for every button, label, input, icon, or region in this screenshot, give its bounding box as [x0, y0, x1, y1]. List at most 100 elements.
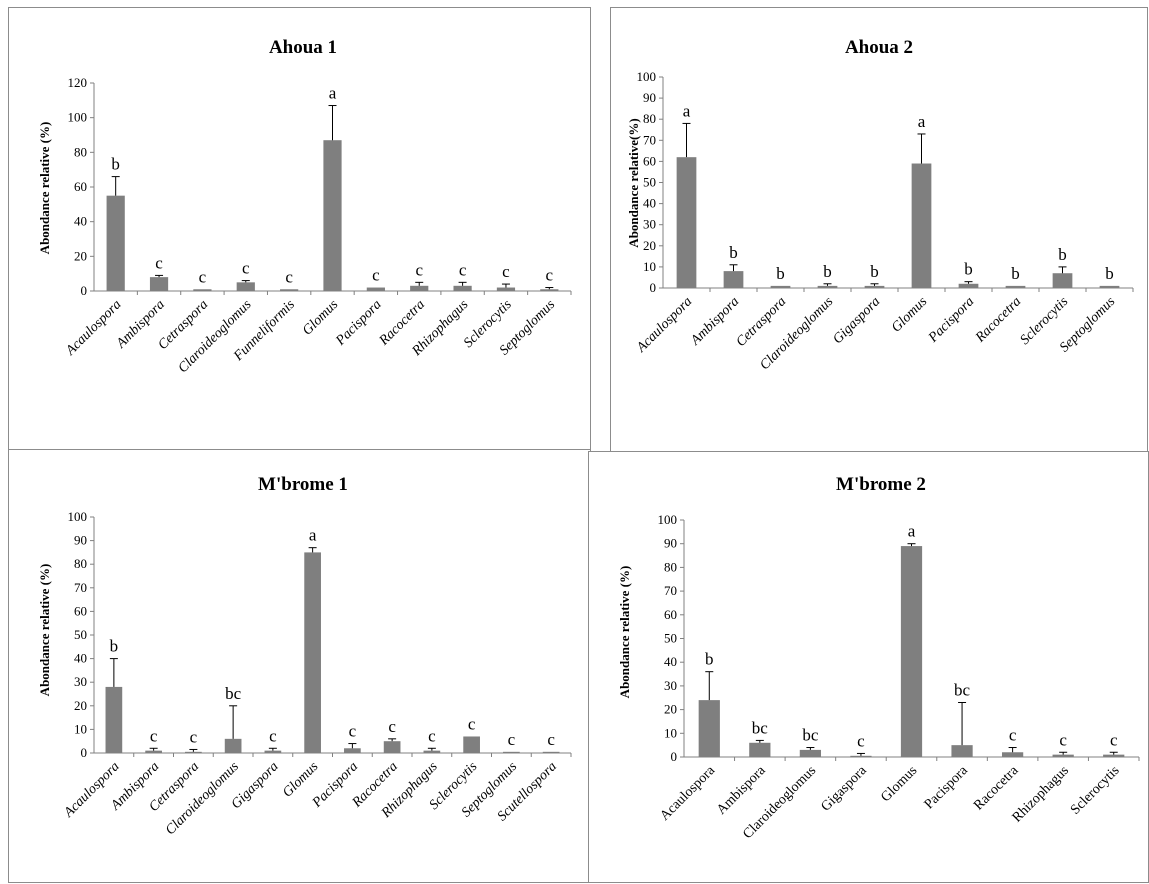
category-label: Glomus	[878, 763, 920, 805]
bar-gigaspora	[264, 750, 282, 753]
y-axis-label: Abondance relative (%)	[617, 566, 632, 699]
y-tick-label: 40	[74, 214, 87, 229]
significance-letter: b	[1105, 264, 1114, 283]
y-tick-label: 10	[74, 721, 87, 736]
significance-letter: c	[242, 259, 250, 278]
bar-glomus	[900, 546, 923, 757]
significance-letter: b	[729, 243, 738, 262]
y-tick-label: 80	[643, 111, 656, 126]
y-tick-label: 30	[74, 674, 87, 689]
significance-letter: c	[415, 260, 423, 279]
y-axis-label: Abondance relative(%)	[626, 118, 641, 247]
y-tick-label: 0	[671, 749, 678, 764]
chart-title: M'brome 2	[836, 474, 926, 495]
y-tick-label: 50	[664, 631, 677, 646]
category-label: Acaulospora	[63, 297, 125, 359]
significance-letter: a	[309, 526, 317, 545]
category-label: Gigaspora	[818, 763, 870, 815]
category-label: Glomus	[889, 294, 931, 336]
y-tick-label: 0	[81, 745, 88, 760]
significance-letter: b	[705, 650, 714, 669]
bar-rhizophagus	[1052, 754, 1074, 757]
significance-letter: c	[285, 267, 293, 286]
y-tick-label: 60	[74, 603, 87, 618]
significance-letter: a	[908, 522, 916, 541]
bar-cetraspora	[185, 751, 202, 753]
bar-sclerocytis	[496, 287, 516, 291]
chart-panel-mbrome-2: M'brome 2 Abondance relative (%) 0 10 20 30…	[588, 451, 1149, 883]
y-tick-label: 20	[74, 248, 87, 263]
y-axis-label: Abondance relative (%)	[37, 122, 52, 255]
significance-letter: c	[857, 731, 865, 750]
bar-septoglomus	[540, 289, 559, 291]
bar-racocetra	[1005, 285, 1026, 288]
bar-acaulospora	[106, 195, 125, 291]
y-tick-label: 50	[74, 627, 87, 642]
significance-letter: c	[1110, 730, 1118, 749]
bar-chart-ahoua-1: Ahoua 1 Abondance relative (%) 0 20 40 60 80…	[37, 37, 572, 376]
bar-pacispora	[951, 745, 973, 757]
significance-letter: c	[372, 266, 380, 285]
significance-letter: c	[190, 727, 198, 746]
significance-letter: a	[683, 101, 691, 120]
significance-letter: c	[150, 726, 158, 745]
significance-letter: b	[964, 260, 973, 279]
y-tick-label: 30	[664, 678, 677, 693]
y-tick-label: 70	[664, 583, 677, 598]
significance-letter: bc	[752, 718, 769, 737]
bar-cetraspora	[193, 289, 212, 291]
significance-letter: c	[1009, 726, 1017, 745]
y-tick-label: 20	[664, 702, 677, 717]
bar-glomus	[911, 163, 932, 288]
y-tick-label: 40	[643, 196, 656, 211]
category-label: Acaulospora	[61, 759, 123, 821]
chart-panel-mbrome-1: M'brome 1 Abondance relative (%) 0 10 20 30…	[8, 449, 591, 883]
bar-chart-mbrome-2: M'brome 2 Abondance relative (%) 0 10 20 30…	[617, 474, 1140, 842]
y-axis-label: Abondance relative (%)	[37, 564, 52, 697]
significance-letter: a	[918, 112, 926, 131]
bar-claroideoglomus	[817, 285, 838, 288]
y-tick-label: 100	[68, 509, 88, 524]
significance-letter: c	[388, 717, 396, 736]
significance-letter: bc	[954, 680, 971, 699]
bar-sclerocytis	[1052, 273, 1073, 288]
significance-letter: c	[546, 266, 554, 285]
significance-letter: c	[199, 267, 207, 286]
y-tick-label: 20	[643, 238, 656, 253]
bar-acaulospora	[698, 700, 720, 757]
bar-chart-mbrome-1: M'brome 1 Abondance relative (%) 0 10 20 30…	[37, 474, 572, 838]
chart-title: Ahoua 2	[845, 37, 913, 58]
significance-letter: b	[776, 264, 785, 283]
y-tick-label: 90	[664, 536, 677, 551]
y-tick-label: 90	[74, 533, 87, 548]
category-label: Glomus	[300, 297, 342, 339]
y-tick-label: 20	[74, 698, 87, 713]
bar-glomus	[304, 552, 321, 753]
y-tick-label: 80	[74, 556, 87, 571]
bar-rhizophagus	[423, 750, 441, 753]
significance-letter: c	[502, 262, 510, 281]
significance-letter: c	[459, 260, 467, 279]
y-tick-label: 70	[643, 132, 656, 147]
y-tick-label: 70	[74, 580, 87, 595]
significance-letter: c	[155, 253, 163, 272]
bar-racocetra	[383, 741, 401, 753]
bar-ambispora	[149, 277, 169, 291]
significance-letter: b	[823, 262, 832, 281]
y-tick-label: 100	[658, 512, 678, 527]
bar-ambispora	[723, 271, 744, 288]
y-tick-label: 90	[643, 90, 656, 105]
significance-letter: b	[1058, 245, 1067, 264]
bar-pacispora	[366, 287, 385, 291]
category-label: Sclerocytis	[1068, 763, 1123, 818]
bar-glomus	[323, 140, 342, 291]
y-tick-label: 60	[74, 179, 87, 194]
bar-gigaspora	[850, 755, 872, 757]
bar-claroideoglomus	[799, 749, 822, 757]
bar-racocetra	[410, 285, 429, 291]
significance-letter: bc	[802, 726, 819, 745]
bar-pacispora	[344, 748, 361, 753]
significance-letter: c	[349, 722, 357, 741]
significance-letter: c	[508, 730, 516, 749]
chart-panel-ahoua-1: Ahoua 1 Abondance relative (%) 0 20 40 60 80…	[8, 7, 591, 459]
